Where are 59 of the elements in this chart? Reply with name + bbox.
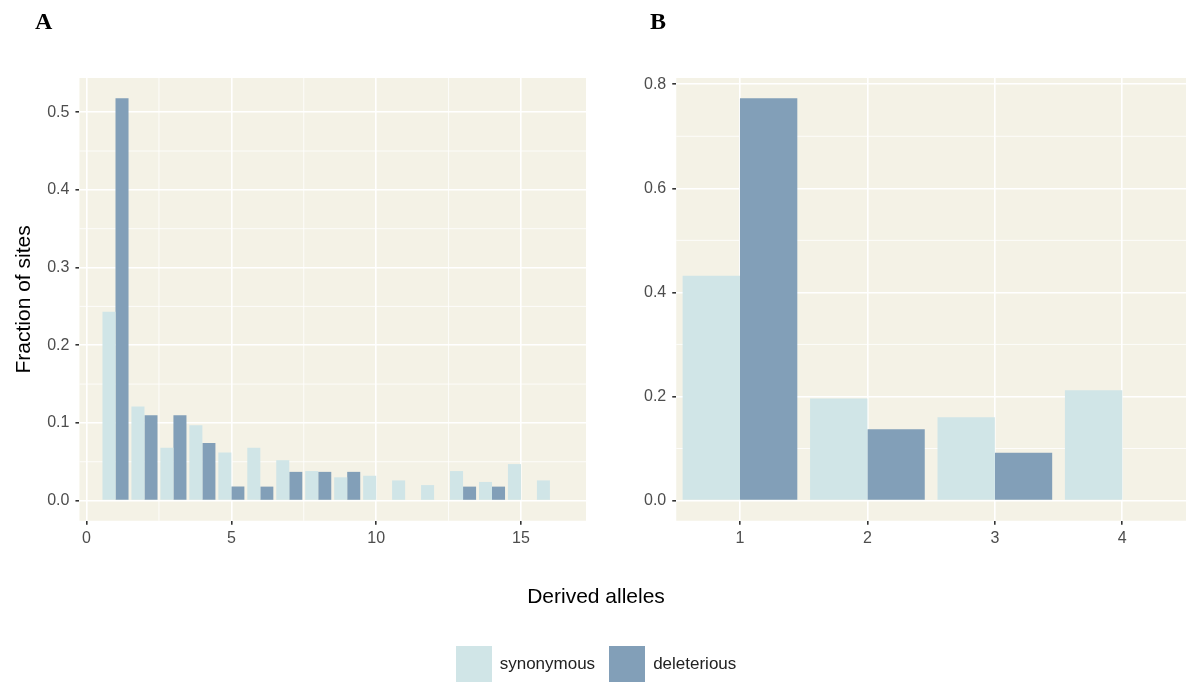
bar	[739, 98, 798, 500]
bar	[131, 406, 145, 500]
y-tick-label: 0.1	[47, 413, 70, 431]
x-tick-label: 0	[82, 528, 92, 546]
y-tick-label: 0.2	[47, 335, 70, 353]
y-tick-label: 0.6	[643, 178, 667, 196]
bar	[937, 417, 995, 500]
bar	[334, 477, 348, 500]
x-tick-label: 5	[226, 528, 236, 546]
bar	[173, 415, 187, 500]
bar	[492, 486, 506, 500]
bar	[160, 447, 174, 500]
chart-title: B	[650, 8, 667, 35]
y-tick-label: 0.0	[643, 490, 667, 508]
bar	[810, 398, 868, 500]
bar	[144, 415, 158, 500]
bar	[450, 471, 464, 500]
y-tick-label: 0.8	[643, 74, 667, 92]
bar	[867, 429, 925, 500]
bar	[478, 481, 493, 500]
bar	[218, 452, 232, 500]
y-tick-label: 0.3	[47, 257, 70, 275]
bar	[347, 471, 361, 500]
bar	[1064, 390, 1123, 500]
y-axis-title: Fraction of sites	[11, 225, 35, 374]
x-tick-label: 3	[990, 528, 1000, 546]
bar	[247, 447, 261, 500]
bar	[363, 475, 377, 500]
bar	[102, 311, 116, 500]
bar	[305, 471, 319, 500]
bar	[189, 425, 203, 500]
bar	[115, 98, 129, 500]
chart-title: A	[35, 8, 53, 35]
bar	[507, 464, 521, 500]
y-tick-label: 0.2	[643, 386, 667, 404]
x-tick-label: 1	[735, 528, 745, 546]
bar	[536, 480, 550, 500]
bar	[260, 486, 274, 500]
bar	[276, 460, 290, 500]
y-tick-label: 0.4	[643, 282, 667, 300]
legend-label: synonymous	[499, 654, 596, 674]
x-axis-title: Derived alleles	[526, 584, 666, 608]
bar	[231, 486, 245, 500]
bar	[421, 485, 435, 500]
bar	[289, 471, 303, 500]
bar	[318, 471, 332, 500]
bar	[392, 480, 406, 500]
bar	[682, 275, 740, 500]
x-tick-label: 4	[1117, 528, 1127, 546]
bar	[463, 486, 477, 500]
x-tick-label: 10	[367, 528, 386, 546]
y-tick-label: 0.5	[47, 102, 70, 120]
y-tick-label: 0.0	[47, 491, 70, 509]
legend-label: deleterious	[653, 654, 737, 674]
x-tick-label: 2	[862, 528, 872, 546]
bar	[994, 452, 1053, 500]
y-tick-label: 0.4	[47, 180, 70, 198]
x-tick-label: 15	[512, 528, 530, 546]
bar	[202, 443, 216, 500]
